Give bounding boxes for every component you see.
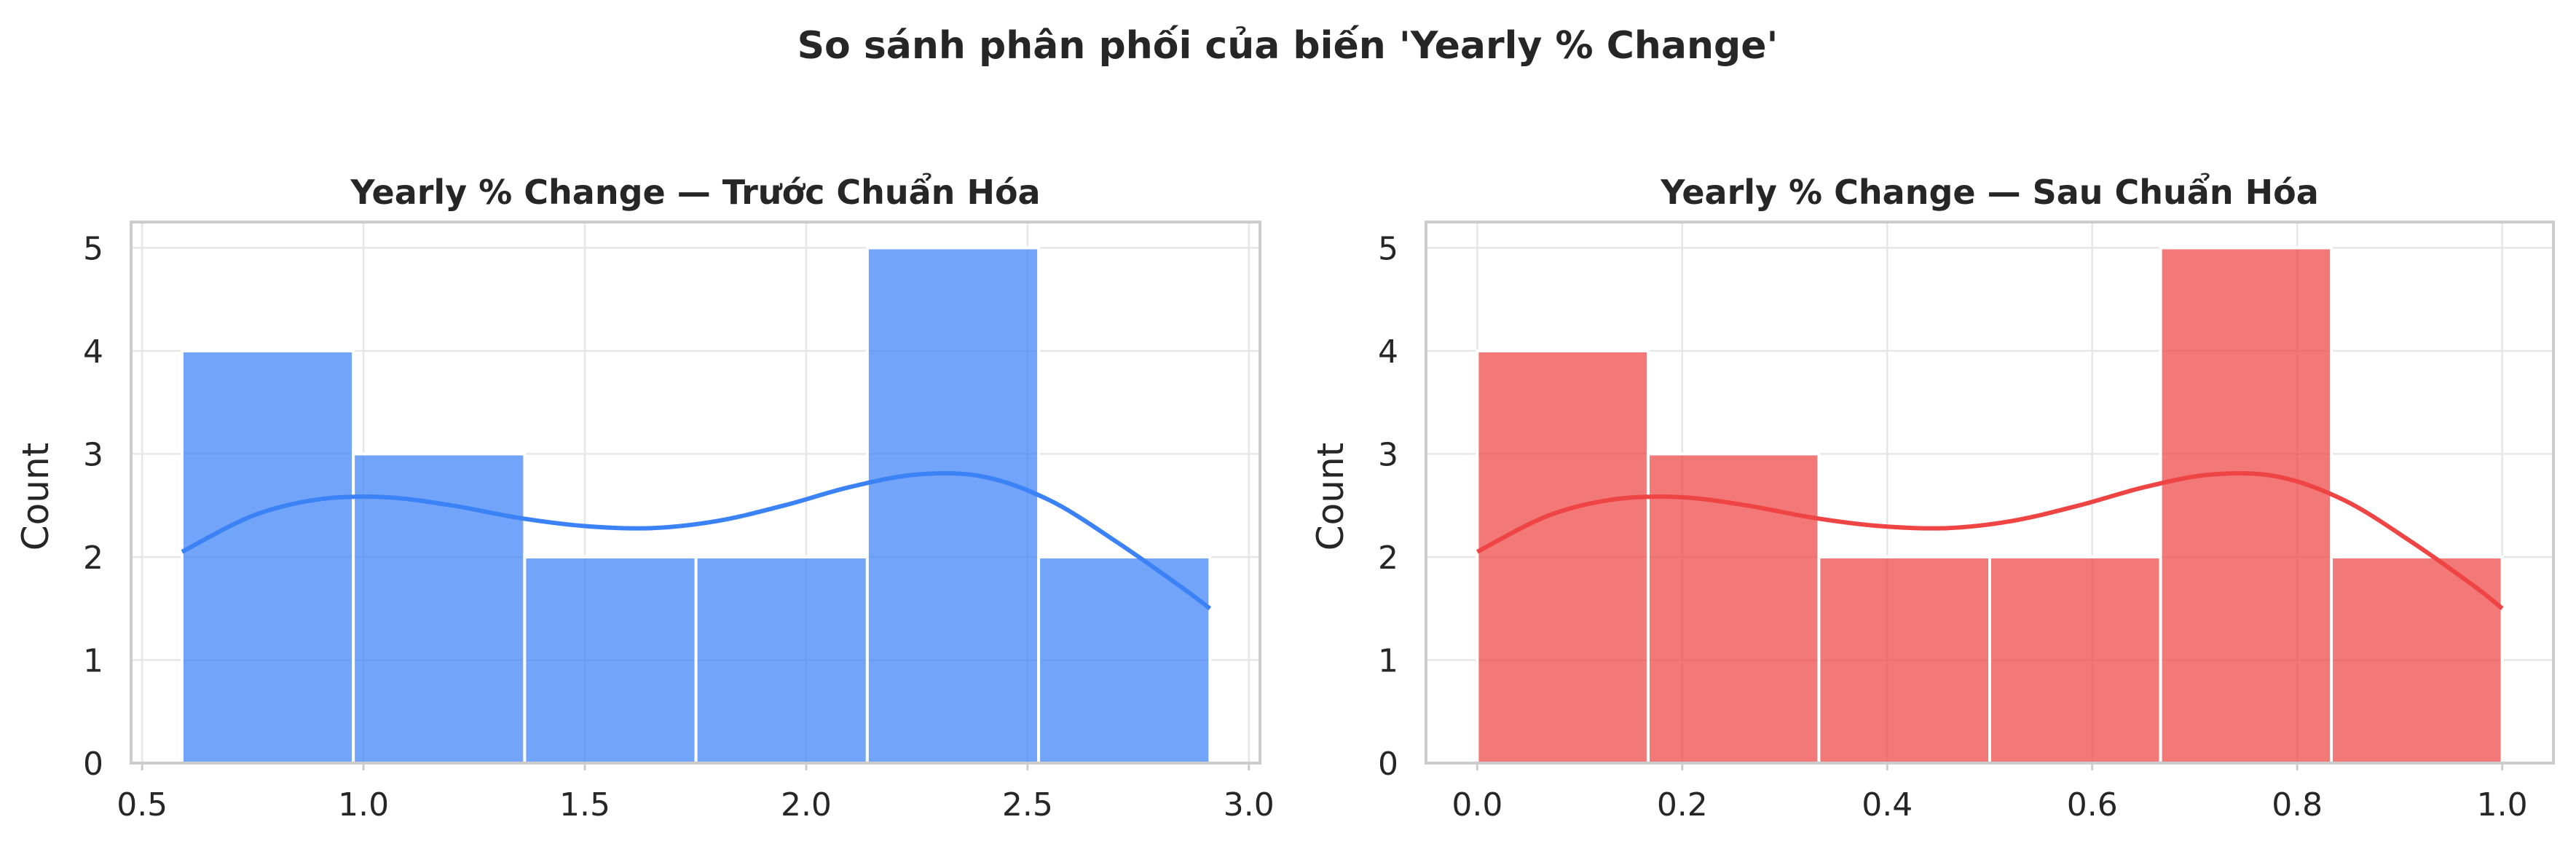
x-tick-label: 2.0	[781, 786, 832, 824]
panel-after: Yearly % Change — Sau Chuẩn Hóa Count 0.…	[1309, 173, 2555, 824]
plot-frame	[130, 221, 1261, 765]
x-tick-label: 0.5	[117, 786, 168, 824]
histogram-bar	[1988, 555, 2162, 765]
panel-title: Yearly % Change — Trước Chuẩn Hóa	[350, 173, 1040, 212]
x-tick-label: 0.4	[1862, 786, 1913, 824]
x-tick-label: 2.5	[1002, 786, 1053, 824]
y-tick-label: 0	[1378, 746, 1398, 783]
x-tick-label: 0.0	[1452, 786, 1502, 824]
x-tick-label: 0.2	[1657, 786, 1708, 824]
plot-frame	[1425, 221, 2555, 765]
histogram-bar	[1646, 452, 1821, 765]
histogram-bar	[2159, 246, 2333, 765]
histogram-bar	[1037, 555, 1212, 765]
x-tick-label: 1.5	[559, 786, 610, 824]
histogram-bar	[1817, 555, 1992, 765]
histogram-bar	[180, 349, 355, 765]
histogram-bar	[523, 555, 698, 765]
histogram-bar	[352, 452, 527, 765]
kde-line	[181, 471, 1212, 611]
x-tick-label: 0.8	[2272, 786, 2323, 824]
y-tick-label: 0	[83, 746, 103, 783]
panel-title: Yearly % Change — Sau Chuẩn Hóa	[1660, 173, 2318, 212]
x-tick-label: 1.0	[338, 786, 389, 824]
histogram-bar	[865, 246, 1041, 765]
y-tick-label: 5	[83, 230, 103, 267]
y-tick-label: 3	[83, 436, 103, 473]
y-tick-label: 2	[83, 540, 103, 577]
figure-suptitle: So sánh phân phối của biến 'Yearly % Cha…	[797, 24, 1779, 68]
x-tick-label: 0.6	[2067, 786, 2118, 824]
y-tick-label: 5	[1378, 230, 1398, 267]
x-tick-label: 1.0	[2477, 786, 2528, 824]
y-tick-label: 3	[1378, 436, 1398, 473]
histogram-bar	[1476, 349, 1650, 765]
panel-before: Yearly % Change — Trước Chuẩn Hóa Count …	[15, 173, 1275, 824]
y-axis-label: Count	[15, 443, 57, 551]
y-tick-label: 4	[83, 333, 103, 371]
y-tick-label: 1	[83, 642, 103, 679]
y-axis-label: Count	[1309, 443, 1352, 551]
histogram-bar	[694, 555, 869, 765]
kde-line	[1476, 471, 2504, 611]
y-tick-label: 1	[1378, 642, 1398, 679]
y-tick-label: 2	[1378, 540, 1398, 577]
y-tick-label: 4	[1378, 333, 1398, 371]
x-tick-label: 3.0	[1224, 786, 1275, 824]
